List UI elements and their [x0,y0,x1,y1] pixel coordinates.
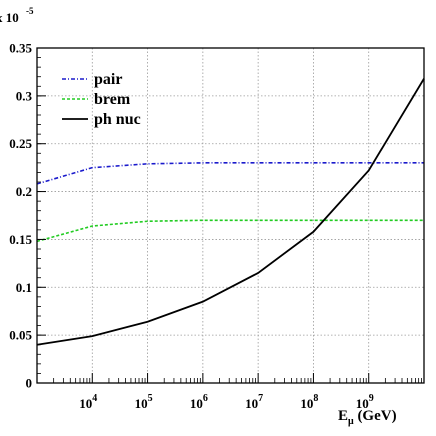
y-tick-label: 0.05 [9,328,32,343]
legend-entry-brem: brem [62,91,131,108]
xlabel-units: (GeV) [354,408,397,424]
y-axis: 0 0.05 0.1 0.15 0.2 0.25 0.3 0.35 [9,41,46,391]
legend-label-brem: brem [94,91,131,108]
x-tick-label: 107 [245,393,263,411]
legend-entry-pair: pair [62,71,122,88]
plot-frame [36,47,425,384]
grid-lines [37,48,424,383]
x-tick-base: 10 [190,396,203,411]
x-tick-exponent: 8 [313,393,318,404]
y-tick-label: 0.15 [9,232,32,247]
x-tick-base: 10 [356,396,369,411]
legend-label-ph-nuc: ph nuc [94,111,141,128]
x-tick-label: 109 [356,393,374,411]
title-multiplier: x 10 [0,10,19,25]
series-line-ph-nuc [36,78,425,346]
x-tick-base: 10 [135,396,148,411]
legend-label-pair: pair [94,71,122,88]
x-axis: 104 105 106 107 108 109 [53,373,422,411]
x-axis-label: Eμ (GeV) [338,408,397,427]
series-line-brem [36,219,424,243]
series-layer [36,78,425,346]
y-tick-label: 0.35 [9,41,32,56]
x-tick-base: 10 [245,396,258,411]
x-tick-label: 105 [135,393,153,411]
x-tick-label: 106 [190,393,208,411]
y-tick-label: 0.3 [16,88,33,103]
x-tick-label: 108 [300,393,318,411]
x-tick-exponent: 7 [258,393,263,404]
legend: pair brem ph nuc [62,71,141,128]
y-tick-label: 0 [26,376,33,391]
x-tick-label: 104 [79,393,97,411]
xlabel-main: E [338,408,348,424]
svg-text:Eμ (GeV): Eμ (GeV) [338,408,397,427]
title-exponent: -5 [26,6,34,16]
x-tick-base: 10 [300,396,313,411]
legend-entry-ph-nuc: ph nuc [62,111,141,128]
x-tick-exponent: 9 [369,393,374,404]
series-line-pair [36,162,424,185]
x-tick-exponent: 4 [92,393,97,404]
chart-title: x 10 -5 [0,6,34,25]
y-tick-label: 0.1 [16,280,32,295]
y-tick-label: 0.2 [16,184,32,199]
y-tick-label: 0.25 [9,136,32,151]
x-tick-base: 10 [79,396,92,411]
x-tick-exponent: 6 [203,393,208,404]
x-tick-exponent: 5 [148,393,153,404]
xlabel-subscript: μ [348,416,354,427]
